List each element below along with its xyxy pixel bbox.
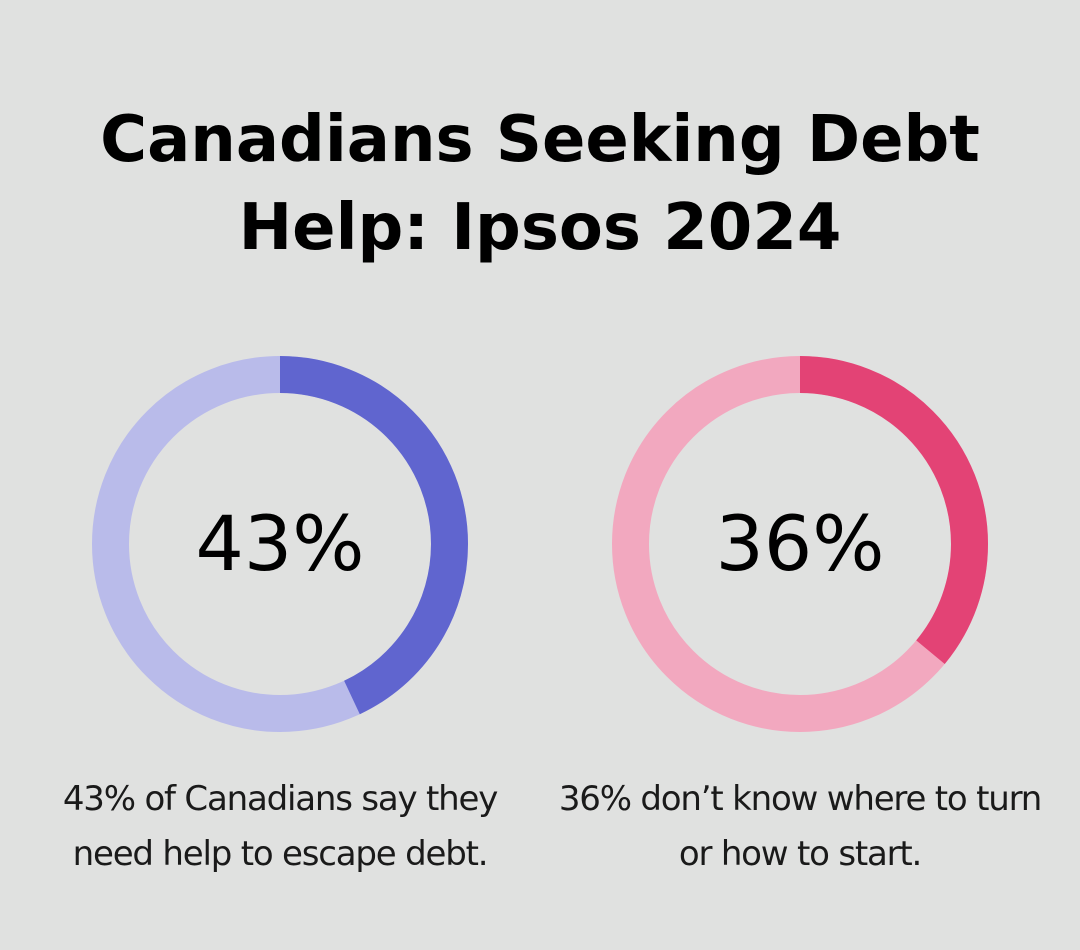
donut-center-value: 43% — [195, 498, 365, 588]
donut-ring — [612, 356, 988, 732]
page-title: Canadians Seeking Debt Help: Ipsos 2024 — [100, 103, 980, 265]
donut-chart-dont-know: 36% — [610, 354, 990, 734]
caption-need-help: 43% of Canadians say they need help to e… — [62, 779, 498, 874]
donut-center-value: 36% — [715, 498, 885, 588]
donut-ring — [92, 356, 468, 732]
caption-dont-know: 36% don’t know where to turn or how to s… — [558, 779, 1042, 874]
donut-chart-need-help: 43% — [90, 354, 470, 734]
